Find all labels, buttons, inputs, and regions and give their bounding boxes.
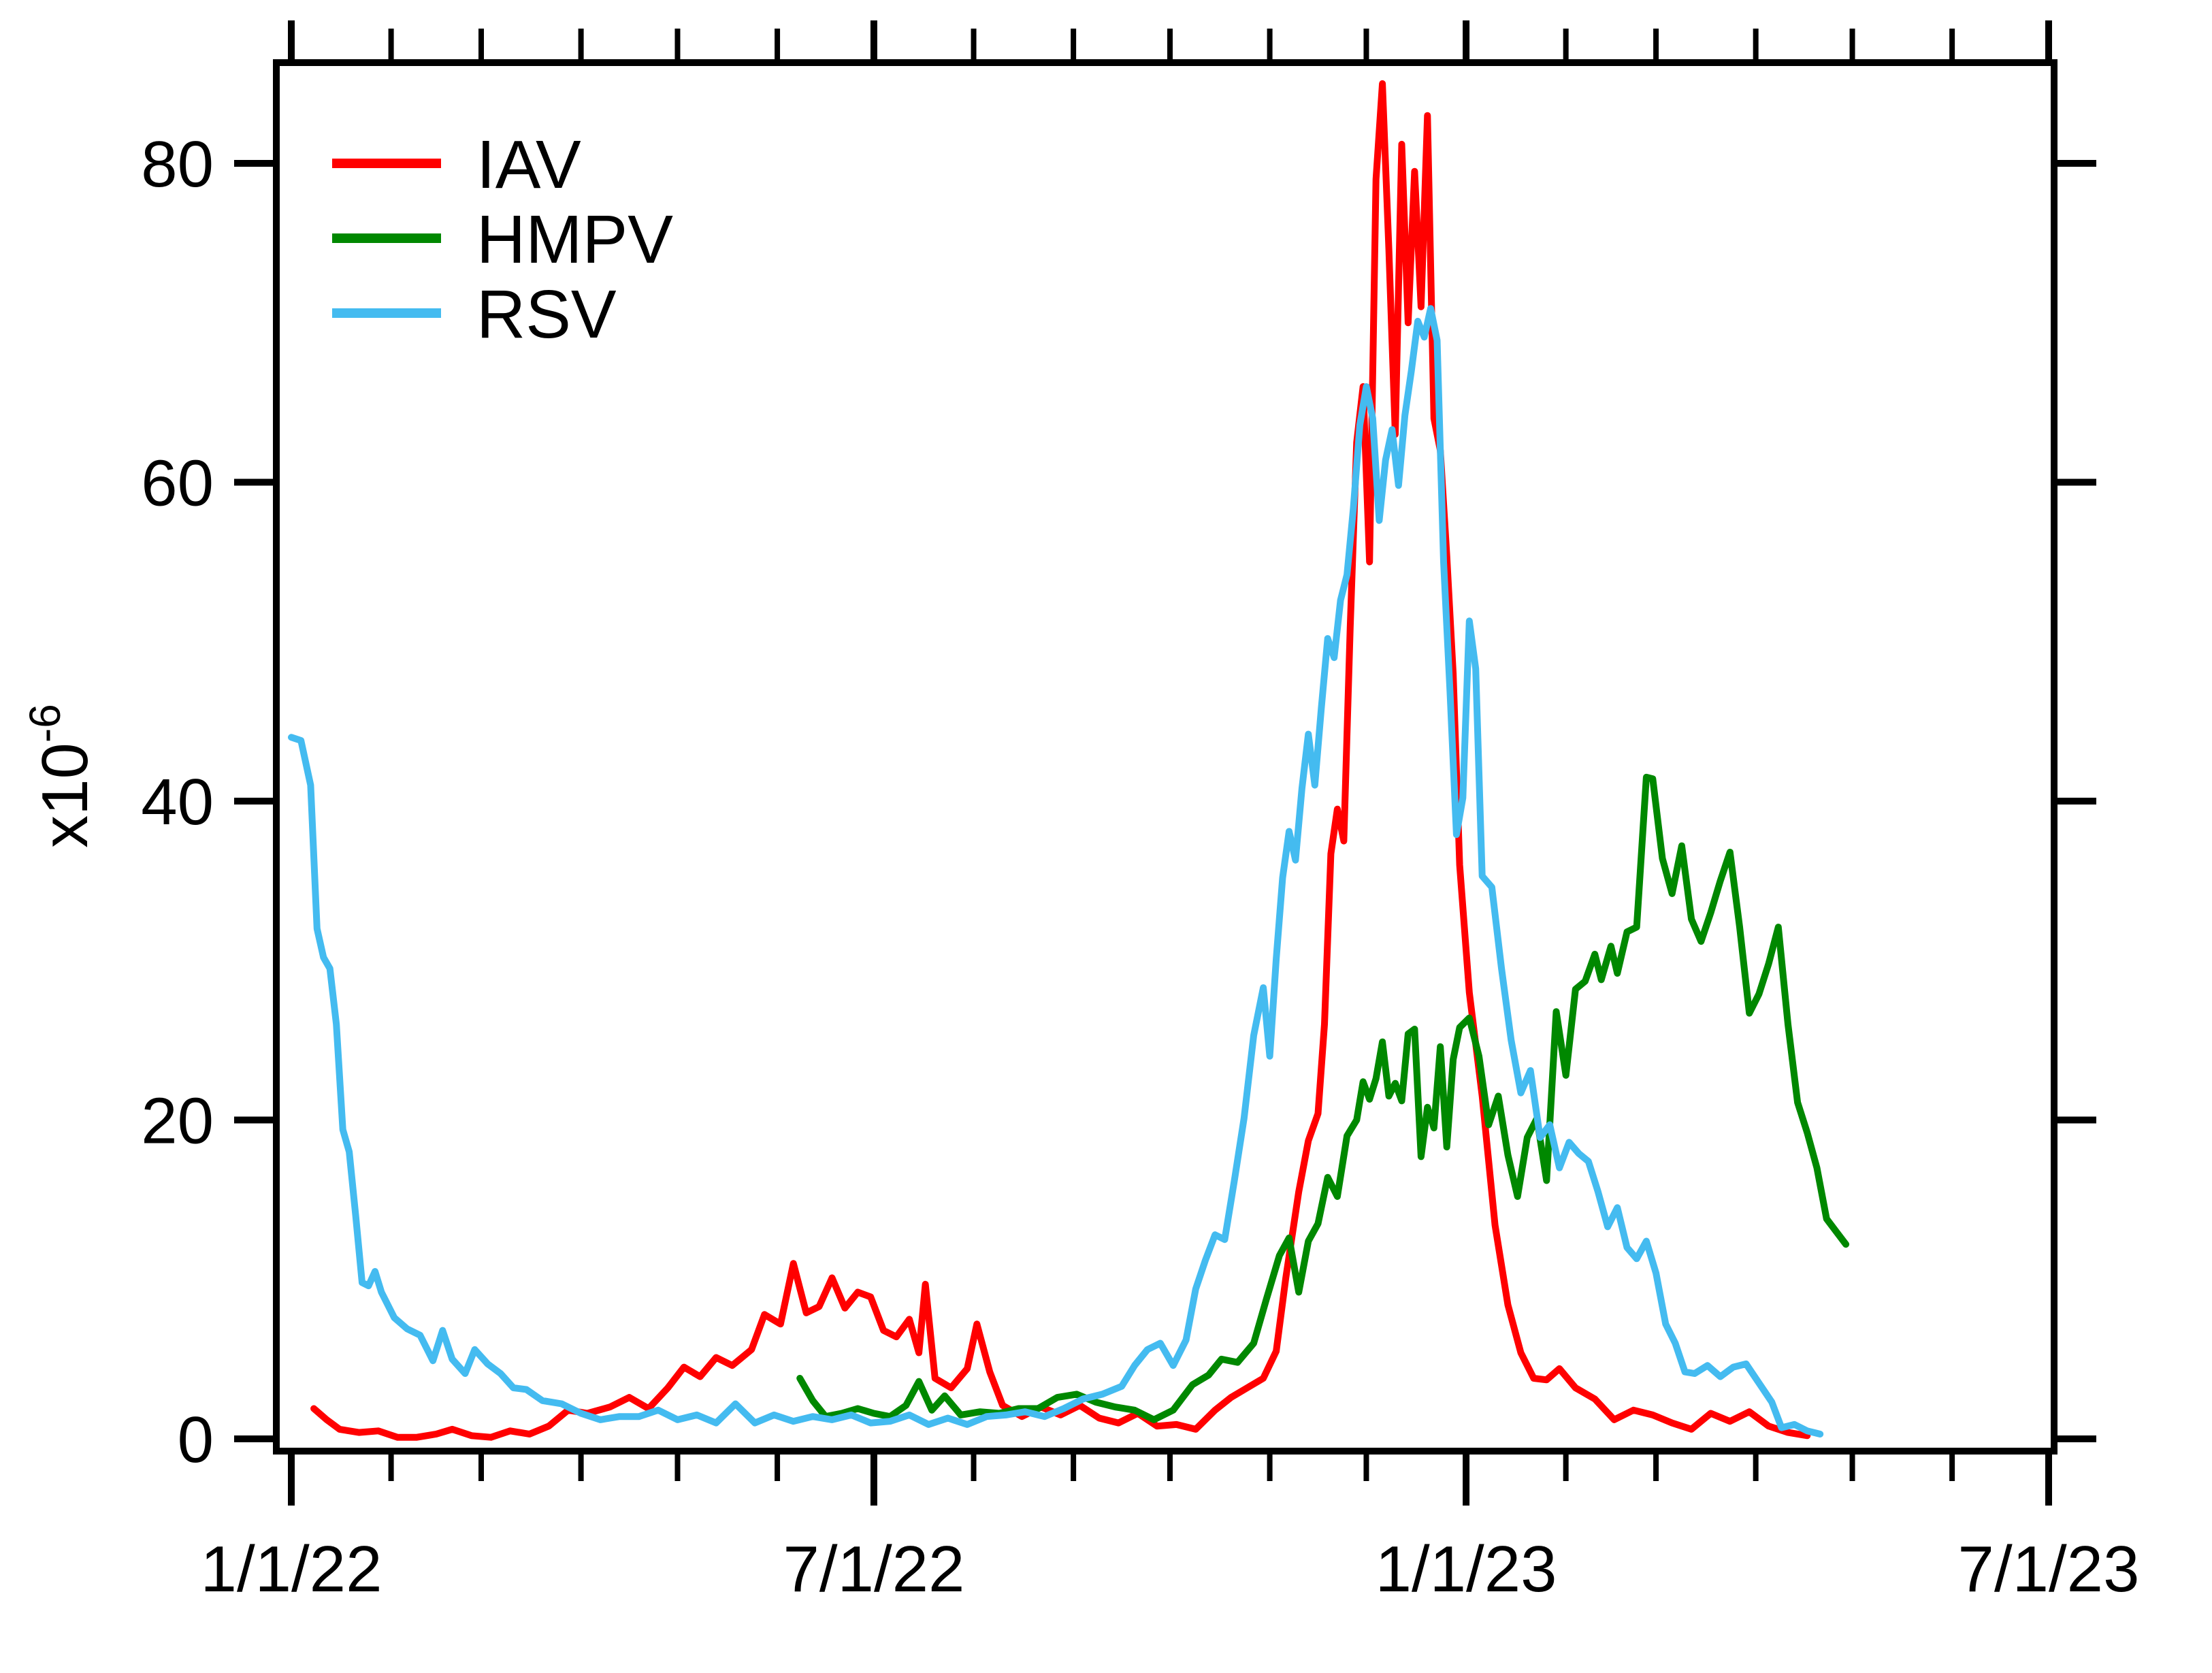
plot-frame xyxy=(273,59,2058,1455)
x-axis: 1/1/22 7/1/22 1/1/23 7/1/23 xyxy=(201,20,2140,1606)
svg-text:x10-6: x10-6 xyxy=(20,704,101,848)
x-tick-label: 7/1/22 xyxy=(783,1533,964,1606)
x-tick-label: 1/1/22 xyxy=(201,1533,383,1606)
x-tick-label: 7/1/23 xyxy=(1958,1533,2140,1606)
series-line-iav xyxy=(310,80,1811,1441)
y-axis-label-exponent: -6 xyxy=(20,704,69,743)
y-tick-label: 60 xyxy=(141,447,214,520)
series-line-hmpv xyxy=(796,773,1850,1423)
y-tick-label: 0 xyxy=(178,1403,214,1476)
y-tick-label: 20 xyxy=(141,1085,214,1158)
y-axis-label: x10-6 xyxy=(20,704,101,848)
legend-label-rsv: RSV xyxy=(476,276,617,353)
series-line-rsv xyxy=(288,305,1824,1438)
legend-label-hmpv: HMPV xyxy=(476,201,673,278)
y-tick-label: 40 xyxy=(141,766,214,839)
legend-label-iav: IAV xyxy=(476,127,581,203)
x-tick-label: 1/1/23 xyxy=(1376,1533,1557,1606)
y-tick-label: 80 xyxy=(141,128,214,201)
y-axis: 0 20 40 60 80 xyxy=(141,128,2096,1476)
plot-lines xyxy=(288,80,1850,1441)
y-axis-label-base: x10 xyxy=(29,743,101,848)
